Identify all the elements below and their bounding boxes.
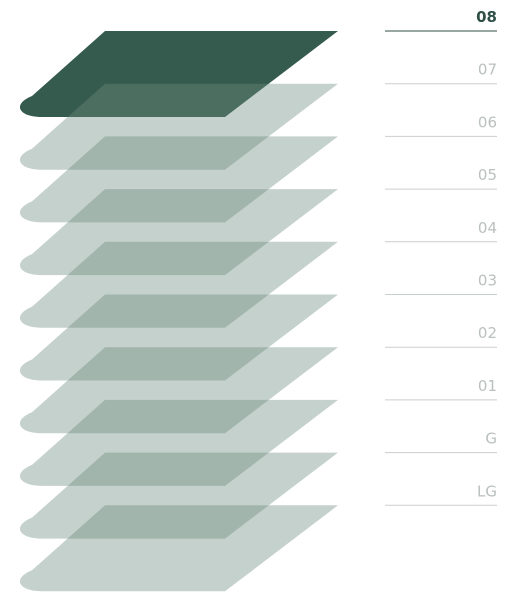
floor-layer[interactable] [19, 83, 338, 170]
floor-layer[interactable] [19, 136, 338, 223]
floor-label[interactable]: LG [477, 482, 497, 500]
floor-layer[interactable] [19, 241, 338, 328]
floor-layer[interactable] [19, 347, 338, 434]
floor-layer[interactable] [19, 399, 338, 486]
floor-menu: 08 07 06 05 04 03 02 01 G LG [385, 8, 497, 506]
floor-layer[interactable] [19, 452, 338, 539]
floor-label[interactable]: 06 [478, 113, 497, 131]
floor-label[interactable]: 07 [478, 61, 497, 79]
floor-label[interactable]: G [485, 430, 497, 448]
floor-label[interactable]: 03 [478, 272, 497, 290]
floor-layer[interactable] [19, 505, 338, 592]
floor-layer[interactable] [19, 294, 338, 381]
floor-label[interactable]: 01 [478, 377, 497, 395]
floor-layer[interactable] [19, 31, 338, 117]
floor-layer[interactable] [19, 189, 338, 276]
floor-label[interactable]: 05 [478, 166, 497, 184]
floor-label[interactable]: 08 [476, 8, 497, 26]
floor-label[interactable]: 02 [478, 324, 497, 342]
floor-label[interactable]: 04 [478, 219, 497, 237]
floor-stack [19, 31, 338, 592]
